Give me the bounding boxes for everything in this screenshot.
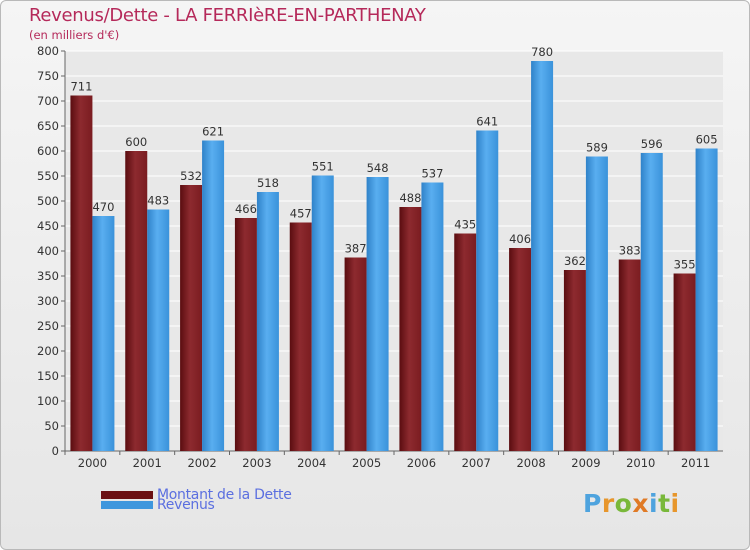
bar-dette: [454, 233, 477, 451]
legend-label-dette: Montant de la Dette: [157, 487, 292, 503]
data-label-dette: 488: [399, 191, 421, 205]
bar-dette: [399, 207, 422, 451]
y-tick-label: 300: [37, 294, 59, 308]
data-label-revenus: 596: [641, 137, 663, 151]
data-label-revenus: 548: [367, 161, 389, 175]
y-tick-label: 500: [37, 194, 59, 208]
bar-revenus: [531, 61, 554, 451]
x-tick-label: 2010: [626, 456, 655, 470]
data-label-dette: 362: [564, 254, 586, 268]
bar-dette: [180, 185, 203, 451]
bar-revenus: [585, 156, 608, 451]
x-tick-label: 2007: [462, 456, 491, 470]
x-tick-label: 2000: [78, 456, 107, 470]
data-label-dette: 355: [674, 258, 696, 272]
data-label-revenus: 605: [696, 133, 718, 147]
y-tick-label: 350: [37, 269, 59, 283]
bar-dette: [70, 95, 93, 451]
y-tick-label: 650: [37, 119, 59, 133]
data-label-revenus: 551: [312, 160, 334, 174]
data-label-dette: 600: [125, 135, 147, 149]
data-label-revenus: 621: [202, 125, 224, 139]
bar-dette: [234, 218, 257, 451]
proxiti-logo: Proxiti: [583, 489, 680, 518]
bar-revenus: [256, 192, 279, 451]
data-label-revenus: 470: [92, 200, 114, 214]
y-tick-label: 450: [37, 219, 59, 233]
bar-revenus: [202, 140, 225, 451]
data-label-dette: 457: [290, 207, 312, 221]
x-tick-label: 2003: [242, 456, 271, 470]
y-tick-label: 0: [52, 444, 59, 458]
x-tick-label: 2002: [187, 456, 216, 470]
x-tick-label: 2001: [133, 456, 162, 470]
logo-letter: P: [583, 489, 602, 518]
legend-swatch-dette: [101, 491, 153, 499]
bar-revenus: [311, 175, 334, 451]
y-tick-label: 750: [37, 69, 59, 83]
data-label-revenus: 641: [476, 115, 498, 129]
y-tick-label: 550: [37, 169, 59, 183]
legend: Montant de la Dette Revenus: [101, 487, 292, 513]
data-label-revenus: 483: [147, 194, 169, 208]
chart-subtitle: (en milliers d'€): [29, 28, 120, 42]
bar-revenus: [695, 148, 718, 451]
x-tick-label: 2006: [407, 456, 436, 470]
x-tick-label: 2005: [352, 456, 381, 470]
bar-dette: [563, 270, 586, 451]
y-tick-label: 150: [37, 369, 59, 383]
logo-letter: o: [614, 489, 633, 518]
bar-revenus: [366, 177, 389, 451]
data-label-dette: 406: [509, 232, 531, 246]
bar-dette: [618, 259, 641, 451]
x-tick-label: 2011: [681, 456, 710, 470]
data-label-revenus: 780: [531, 45, 553, 59]
y-tick-label: 400: [37, 244, 59, 258]
y-tick-label: 250: [37, 319, 59, 333]
bar-revenus: [92, 216, 115, 451]
bar-dette: [344, 257, 367, 451]
data-label-revenus: 589: [586, 141, 608, 155]
legend-swatch-revenus: [101, 501, 153, 509]
y-tick-label: 700: [37, 94, 59, 108]
chart-title: Revenus/Dette - LA FERRIèRE-EN-PARTHENAY: [29, 5, 426, 26]
logo-letter: r: [601, 489, 615, 518]
y-tick-label: 600: [37, 144, 59, 158]
logo-letter: t: [658, 489, 671, 518]
bar-revenus: [421, 182, 444, 451]
legend-label-revenus: Revenus: [157, 497, 215, 513]
data-label-dette: 435: [454, 218, 476, 232]
data-label-dette: 466: [235, 202, 257, 216]
x-tick-label: 2008: [516, 456, 545, 470]
y-tick-label: 100: [37, 394, 59, 408]
data-label-dette: 383: [619, 244, 641, 258]
data-label-dette: 711: [70, 80, 92, 94]
bar-revenus: [640, 153, 663, 451]
logo-letter: x: [632, 489, 649, 518]
legend-item-dette: Montant de la Dette: [101, 487, 292, 503]
bar-dette: [509, 248, 532, 451]
y-tick-label: 200: [37, 344, 59, 358]
bar-dette: [673, 273, 696, 451]
logo-letter: i: [670, 489, 680, 518]
data-label-dette: 532: [180, 169, 202, 183]
data-label-revenus: 537: [421, 167, 443, 181]
y-tick-label: 800: [37, 44, 59, 58]
bar-dette: [125, 151, 148, 451]
legend-item-revenus: Revenus: [101, 497, 292, 513]
data-label-dette: 387: [345, 242, 367, 256]
x-tick-label: 2009: [571, 456, 600, 470]
data-label-revenus: 518: [257, 176, 279, 190]
bar-revenus: [476, 130, 499, 451]
y-tick-label: 50: [44, 419, 59, 433]
logo-letter: i: [649, 489, 659, 518]
x-tick-label: 2004: [297, 456, 326, 470]
bar-revenus: [147, 209, 170, 451]
bar-dette: [289, 222, 312, 451]
